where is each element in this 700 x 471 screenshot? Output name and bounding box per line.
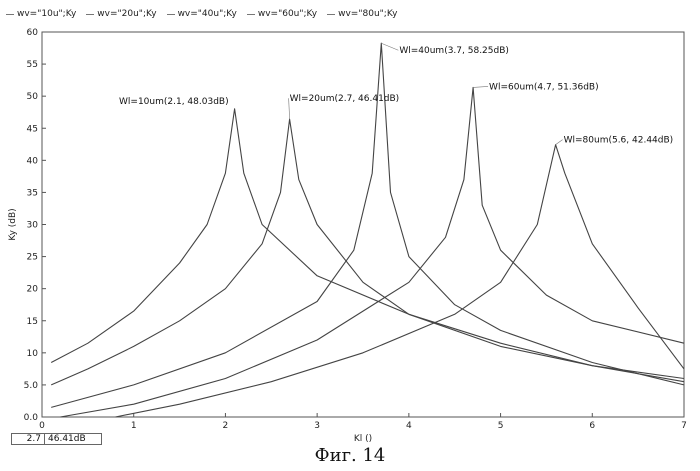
- y-tick-label: 45: [27, 124, 38, 134]
- y-tick-label: 50: [27, 92, 39, 102]
- series-line: [115, 145, 684, 417]
- peak-annotation: Wl=80um(5.6, 42.44dB): [564, 136, 674, 146]
- x-tick-label: 6: [589, 421, 595, 431]
- y-tick-label: 35: [27, 188, 38, 198]
- y-tick-label: 15: [27, 317, 38, 327]
- annotation-leader: [381, 43, 398, 50]
- readout-y-value: 46.41dB: [45, 433, 102, 445]
- peak-annotation: Wl=20um(2.7, 46.41dB): [290, 94, 400, 104]
- y-tick-label: 30: [27, 221, 39, 231]
- series-line: [51, 109, 684, 379]
- x-tick-label: 4: [406, 421, 412, 431]
- annotation-leader: [556, 140, 563, 145]
- peak-annotation: Wl=10um(2.1, 48.03dB): [119, 97, 229, 107]
- y-tick-label: 40: [27, 156, 39, 166]
- x-tick-label: 2: [223, 421, 229, 431]
- peak-annotation: Wl=40um(3.7, 58.25dB): [399, 46, 509, 56]
- y-tick-label: 55: [27, 60, 38, 70]
- x-tick-label: 7: [681, 421, 687, 431]
- y-axis-label: Ky (dB): [8, 208, 18, 240]
- readout-x-value: 2.7: [11, 433, 45, 445]
- peak-annotation: Wl=60um(4.7, 51.36dB): [489, 82, 599, 92]
- y-tick-label: 25: [27, 253, 38, 263]
- y-tick-label: 5.0: [24, 381, 39, 391]
- y-tick-label: 60: [27, 28, 39, 38]
- cursor-readout: 2.7 46.41dB: [11, 433, 102, 445]
- annotation-leader: [473, 86, 488, 87]
- series-line: [51, 119, 684, 385]
- x-tick-label: 3: [314, 421, 320, 431]
- figure-caption: Фиг. 14: [0, 445, 700, 466]
- y-tick-label: 0.0: [24, 413, 39, 423]
- y-tick-label: 20: [27, 285, 39, 295]
- x-tick-label: 5: [498, 421, 504, 431]
- x-axis-label: Kl (): [354, 434, 372, 444]
- x-tick-label: 0: [39, 421, 45, 431]
- x-tick-label: 1: [131, 421, 137, 431]
- y-tick-label: 10: [27, 349, 39, 359]
